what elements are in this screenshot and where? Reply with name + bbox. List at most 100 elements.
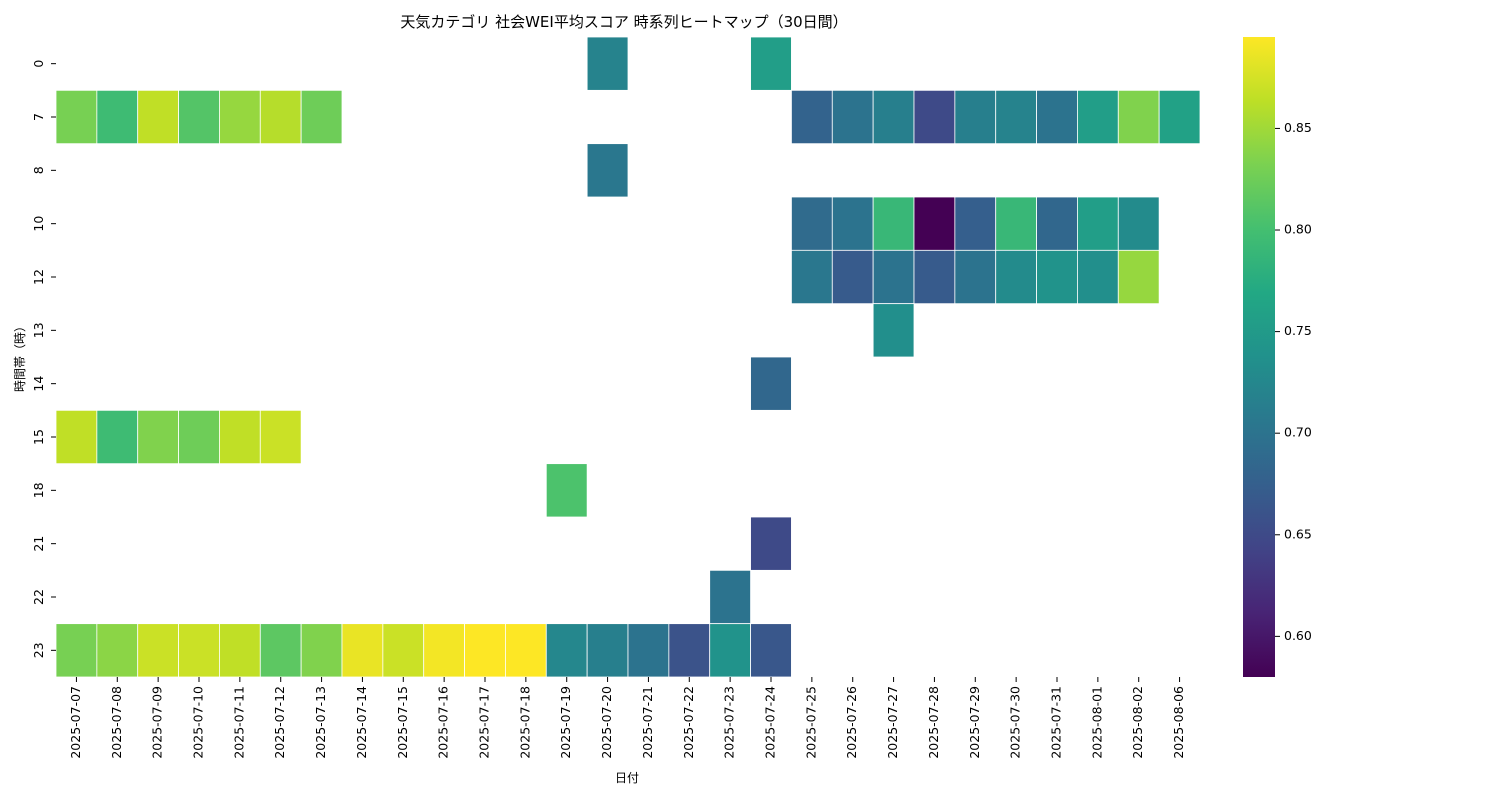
heatmap-cell <box>1077 196 1119 251</box>
y-tick-label: 10 <box>31 216 46 232</box>
y-axis-label: 時間帯（時） <box>13 320 27 392</box>
heatmap-cell <box>55 89 98 145</box>
heatmap-cell <box>954 89 997 145</box>
colorbar-tick-label: 0.65 <box>1284 526 1312 541</box>
y-tick-label: 8 <box>31 166 46 174</box>
heatmap-cell <box>913 249 956 305</box>
y-tick-label: 18 <box>31 482 46 498</box>
heatmap-cell <box>1117 89 1160 145</box>
x-tick-label: 2025-08-06 <box>1171 686 1186 759</box>
heatmap-cell <box>300 623 343 678</box>
heatmap-cell <box>872 89 915 145</box>
heatmap-cell <box>464 623 506 678</box>
heatmap-cell <box>872 196 915 251</box>
heatmap-cell <box>750 356 792 411</box>
heatmap-cell <box>872 249 915 305</box>
heatmap-cell <box>55 409 98 465</box>
heatmap-cell <box>137 89 179 145</box>
colorbar: 0.60 0.65 0.70 0.75 0.80 0.85 <box>1243 37 1312 677</box>
heatmap-cell <box>791 89 833 145</box>
x-tick-label: 2025-07-18 <box>517 686 532 759</box>
x-tick-label: 2025-07-10 <box>191 686 206 759</box>
heatmap-cell <box>1077 89 1119 145</box>
heatmap-cell <box>219 409 261 465</box>
heatmap-cell <box>178 89 220 145</box>
heatmap-cell <box>872 303 915 358</box>
heatmap-cell <box>178 623 220 678</box>
colorbar-tick-label: 0.85 <box>1284 120 1312 135</box>
heatmap-cell <box>259 623 302 678</box>
heatmap-cell <box>382 623 425 678</box>
chart-title: 天気カテゴリ 社会WEI平均スコア 時系列ヒートマップ（30日間） <box>400 13 847 31</box>
heatmap-cell <box>913 89 956 145</box>
heatmap-cell <box>137 623 179 678</box>
x-tick-label: 2025-07-22 <box>681 686 696 759</box>
heatmap-cell <box>954 196 997 251</box>
colorbar-tick-label: 0.80 <box>1284 222 1312 237</box>
heatmap-cell <box>1117 196 1160 251</box>
heatmap-cell <box>831 89 874 145</box>
heatmap-cell <box>423 623 465 678</box>
heatmap-cell <box>586 36 629 91</box>
x-tick-label: 2025-07-29 <box>967 686 982 759</box>
x-tick-label: 2025-07-08 <box>109 686 124 759</box>
heatmap-cell <box>1117 249 1160 305</box>
x-tick-label: 2025-07-11 <box>231 686 246 759</box>
x-tick-label: 2025-07-30 <box>1008 686 1023 759</box>
y-tick-label: 14 <box>31 376 46 392</box>
heatmap-cell <box>219 623 261 678</box>
x-tick-label: 2025-07-25 <box>803 686 818 759</box>
colorbar-tick-label: 0.70 <box>1284 425 1312 440</box>
heatmap-cell <box>750 516 792 571</box>
heatmap-cell <box>137 409 179 465</box>
heatmap-cell <box>831 249 874 305</box>
heatmap-cells <box>55 36 1201 678</box>
heatmap-cell <box>1036 89 1078 145</box>
heatmap-cell <box>341 623 384 678</box>
heatmap-cell <box>791 249 833 305</box>
colorbar-tick-label: 0.75 <box>1284 323 1312 338</box>
x-tick-label: 2025-07-16 <box>436 686 451 759</box>
x-tick-label: 2025-07-09 <box>150 686 165 759</box>
colorbar-tick-label: 0.60 <box>1284 628 1312 643</box>
heatmap-cell <box>954 249 997 305</box>
colorbar-gradient <box>1243 37 1275 677</box>
x-tick-label: 2025-07-28 <box>926 686 941 759</box>
heatmap-cell <box>96 623 139 678</box>
x-tick-label: 2025-08-01 <box>1089 686 1104 759</box>
y-tick-label: 15 <box>31 429 46 445</box>
heatmap-cell <box>300 89 343 145</box>
y-axis-ticks: 0 7 8 10 12 13 14 15 18 21 22 23 <box>31 60 56 658</box>
x-tick-label: 2025-07-21 <box>640 686 655 759</box>
heatmap-cell <box>1158 89 1201 145</box>
x-tick-label: 2025-07-20 <box>599 686 614 759</box>
heatmap-cell <box>995 89 1037 145</box>
heatmap-cell <box>668 623 711 678</box>
heatmap-cell <box>96 409 139 465</box>
heatmap-cell <box>178 409 220 465</box>
heatmap-cell <box>586 143 629 198</box>
heatmap-cell <box>259 409 302 465</box>
x-axis-label: 日付 <box>615 771 639 785</box>
x-tick-label: 2025-07-14 <box>354 686 369 759</box>
x-axis-ticks: 2025-07-07 2025-07-08 2025-07-09 2025-07-10… <box>68 677 1186 759</box>
heatmap-cell <box>505 623 547 678</box>
heatmap-cell <box>913 196 956 251</box>
x-tick-label: 2025-07-13 <box>313 686 328 759</box>
x-tick-label: 2025-07-07 <box>68 686 83 759</box>
heatmap-cell <box>995 196 1037 251</box>
y-tick-label: 22 <box>31 589 46 605</box>
heatmap-cell <box>259 89 302 145</box>
heatmap-cell <box>750 623 792 678</box>
x-tick-label: 2025-07-19 <box>558 686 573 759</box>
heatmap-cell <box>545 463 588 518</box>
y-tick-label: 21 <box>31 536 46 552</box>
heatmap-cell <box>709 569 751 625</box>
y-tick-label: 0 <box>31 60 46 68</box>
heatmap-cell <box>1077 249 1119 305</box>
heatmap-cell <box>627 623 670 678</box>
y-tick-label: 12 <box>31 269 46 285</box>
x-tick-label: 2025-07-26 <box>844 686 859 759</box>
heatmap-cell <box>1036 196 1078 251</box>
